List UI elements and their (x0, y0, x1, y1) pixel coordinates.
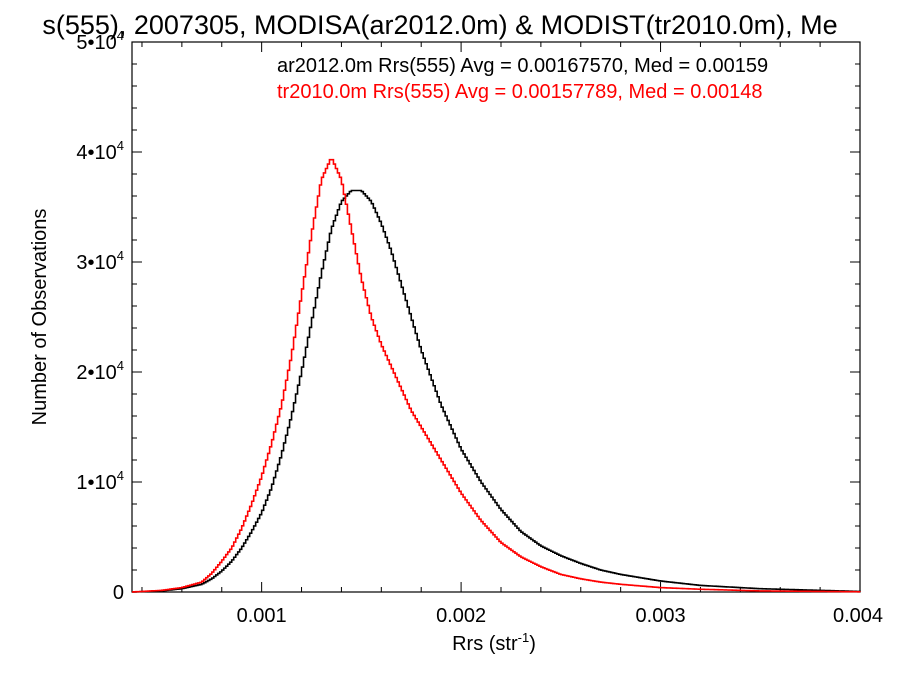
legend-entry-ar2012: ar2012.0m Rrs(555) Avg = 0.00167570, Med… (277, 55, 768, 77)
x-tick-label: 0.001 (237, 605, 287, 627)
y-tick-label-base: 2•10 (76, 362, 116, 384)
y-tick-label-base: 5•10 (76, 32, 116, 54)
plot-frame (131, 41, 861, 593)
series-line-0 (132, 189, 861, 593)
legend-entry-tr2010: tr2010.0m Rrs(555) Avg = 0.00157789, Med… (277, 81, 763, 103)
y-tick-label: 4•104 (76, 138, 124, 164)
y-tick-label-base: 1•10 (76, 472, 116, 494)
x-tick-label: 0.003 (636, 605, 686, 627)
y-axis-label: Number of Observations (29, 209, 51, 426)
y-tick-label: 0 (113, 582, 124, 604)
chart-title: s(555), 2007305, MODISA(ar2012.0m) & MOD… (42, 10, 837, 40)
y-tick-label-base: 3•10 (76, 252, 116, 274)
y-tick-label-base: 0 (113, 582, 124, 604)
y-tick-label-base: 4•10 (76, 142, 116, 164)
y-tick-label-exp: 4 (117, 28, 124, 43)
x-axis-label: Rrs (str-1) (452, 630, 536, 655)
x-tick-label: 0.004 (833, 605, 883, 627)
x-tick-label: 0.002 (436, 605, 486, 627)
y-tick-label: 2•104 (76, 358, 124, 384)
y-tick-label: 5•104 (76, 28, 124, 54)
y-tick-label-exp: 4 (117, 138, 124, 153)
y-tick-label-exp: 4 (117, 358, 124, 373)
y-tick-label: 3•104 (76, 248, 124, 274)
y-tick-label-exp: 4 (117, 468, 124, 483)
y-tick-label: 1•104 (76, 468, 124, 494)
y-tick-label-exp: 4 (117, 248, 124, 263)
x-axis-ticks: 0.001 0.002 0.003 0.004 (141, 42, 883, 627)
series-layer (132, 158, 861, 593)
series-line-1 (132, 158, 861, 593)
